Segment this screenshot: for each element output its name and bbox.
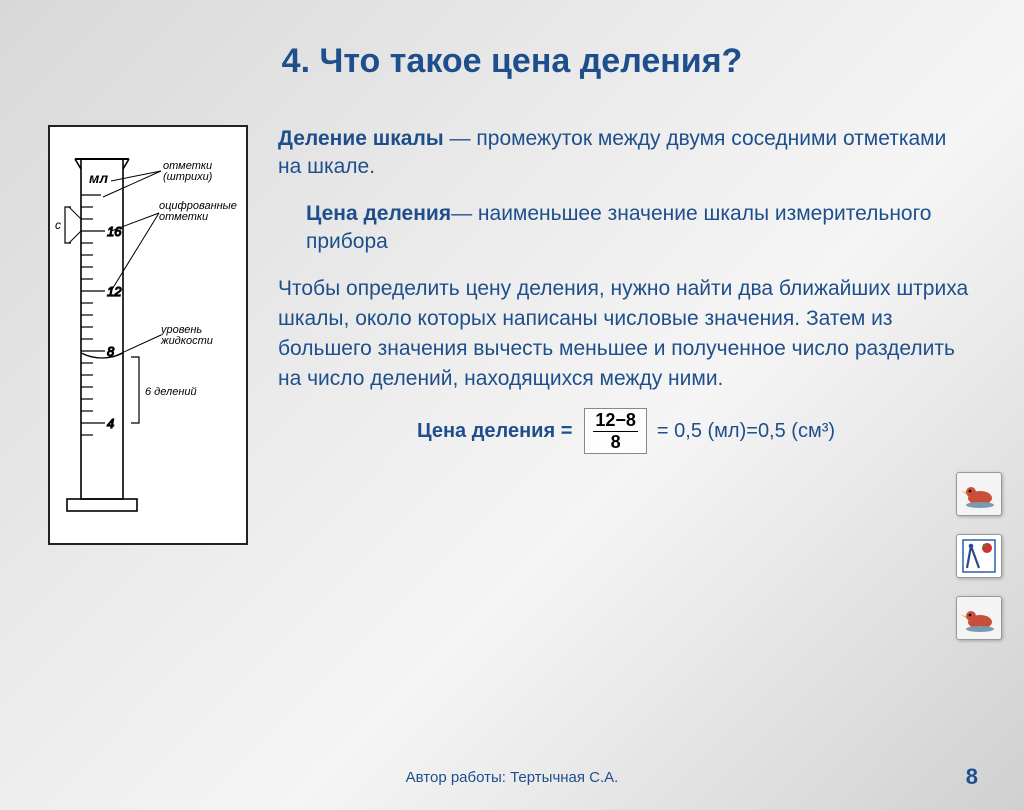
definition-price: Цена деления— наименьшее значение шкалы … <box>306 200 974 257</box>
fraction-box: 12−8 8 <box>584 408 647 455</box>
bird-icon[interactable] <box>956 596 1002 640</box>
fraction-denominator: 8 <box>593 432 638 453</box>
svg-text:12: 12 <box>107 284 122 299</box>
svg-text:мл: мл <box>89 170 108 186</box>
cylinder-diagram: 16 12 8 4 <box>48 125 248 545</box>
svg-text:отметки(штрихи): отметки(штрихи) <box>163 160 213 183</box>
svg-text:оцифрованныеотметки: оцифрованныеотметки <box>159 200 237 223</box>
term-price: Цена деления <box>306 202 451 225</box>
formula-row: Цена деления = 12−8 8 = 0,5 (мл)=0,5 (см… <box>278 408 974 455</box>
fraction-numerator: 12−8 <box>593 410 638 432</box>
definition-division: Деление шкалы — промежуток между двумя с… <box>278 125 974 182</box>
page-title: 4. Что такое цена деления? <box>0 42 1024 81</box>
side-icons <box>956 472 1002 640</box>
term-division: Деление шкалы <box>278 127 444 150</box>
text-column: Деление шкалы — промежуток между двумя с… <box>248 125 984 545</box>
author-text: Автор работы: Тертычная С.А. <box>0 769 1024 786</box>
svg-text:6 делений: 6 делений <box>145 386 197 398</box>
formula-result: = 0,5 (мл)=0,5 (см³) <box>657 420 835 443</box>
svg-text:уровеньжидкости: уровеньжидкости <box>160 324 213 347</box>
explanation-text: Чтобы определить цену деления, нужно най… <box>278 274 974 393</box>
svg-text:16: 16 <box>107 224 122 239</box>
cylinder-svg: 16 12 8 4 <box>53 135 243 535</box>
bird-icon[interactable] <box>956 472 1002 516</box>
svg-text:4: 4 <box>107 416 114 431</box>
compass-icon[interactable] <box>956 534 1002 578</box>
content-area: 16 12 8 4 <box>0 125 1024 545</box>
svg-text:c: c <box>55 218 61 232</box>
formula-label: Цена деления = <box>417 420 572 443</box>
